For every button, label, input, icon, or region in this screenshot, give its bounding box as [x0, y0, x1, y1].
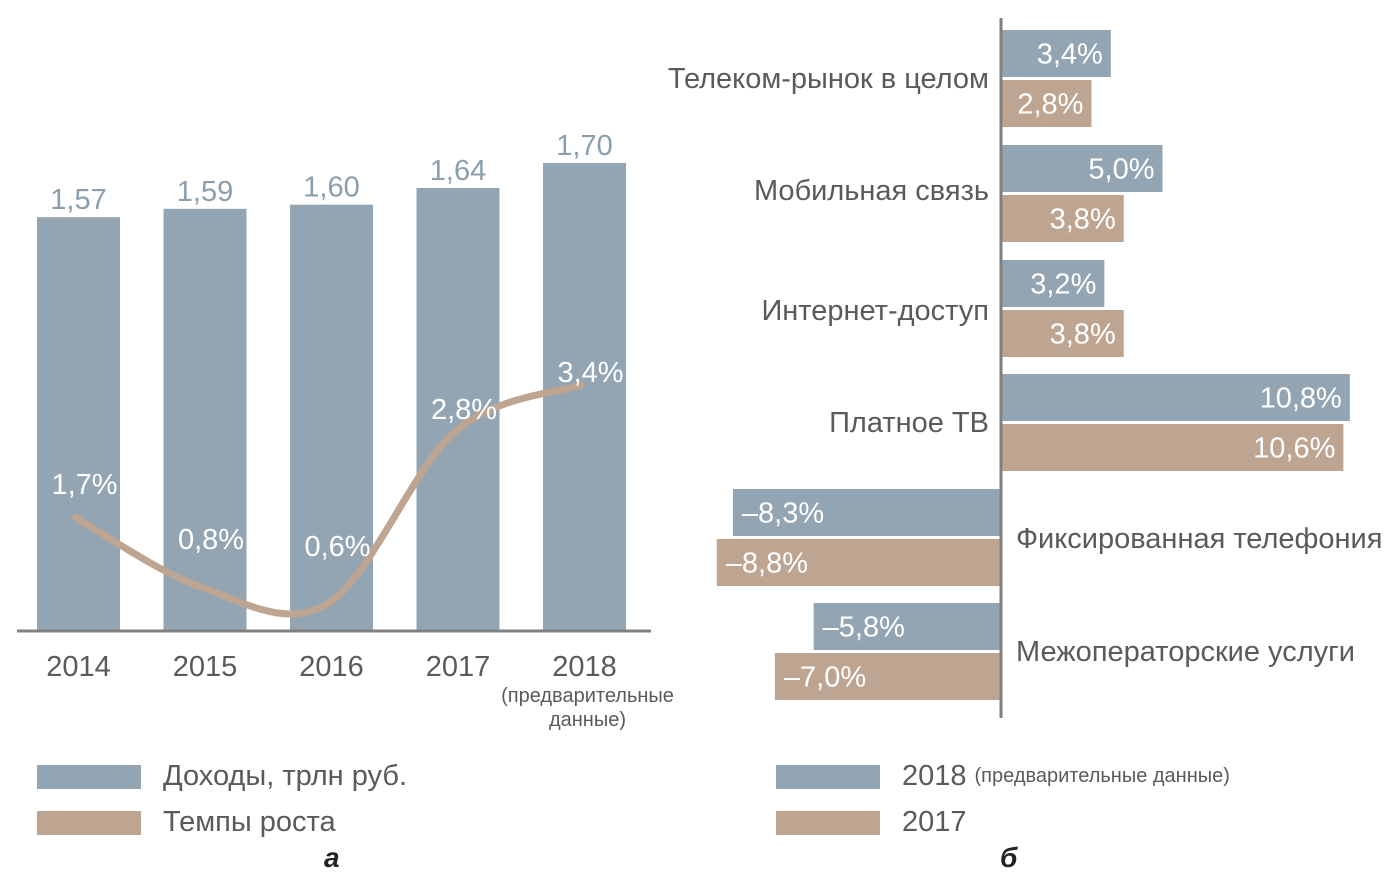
- legend-b-item-2017: 2017: [776, 806, 967, 839]
- growth-value-label: 1,7%: [51, 469, 117, 501]
- category-label: Платное ТВ: [829, 407, 989, 439]
- growth-by-segment-chart: 3,4% 2,8% Телеком-рынок в целом 5,0% 3,8% Моб…: [668, 18, 1382, 718]
- bar-2018: [1001, 30, 1111, 77]
- revenue-value-label: 1,59: [177, 176, 233, 208]
- bar-2017: [774, 653, 1001, 700]
- x-tick-note-line: данные): [549, 709, 626, 731]
- legend-b-item-2018: 2018 (предварительные данные): [776, 760, 1230, 793]
- growth-line: [72, 381, 585, 618]
- bar-label-2018: 3,2%: [1030, 269, 1096, 301]
- growth-value-label: 2,8%: [431, 394, 497, 426]
- bar-label-2017: 3,8%: [1050, 319, 1116, 351]
- x-tick-label: 2018: [552, 651, 617, 683]
- revenue-chart: 1,57 2014 1,59 2015 1,60 2016 1,64 2017 1,70 2018…: [17, 130, 674, 731]
- bar-label-2018: 10,8%: [1260, 383, 1342, 415]
- revenue-value-label: 1,70: [556, 130, 612, 162]
- revenue-bar: [37, 217, 120, 631]
- category-label: Межоператорские услуги: [1016, 636, 1355, 668]
- revenue-value-label: 1,57: [50, 184, 106, 216]
- bar-2018: [1001, 374, 1350, 421]
- legend-note: (предварительные данные): [974, 765, 1230, 787]
- bar-label-2017: –8,8%: [726, 548, 808, 580]
- bar-2018: [1001, 145, 1163, 192]
- revenue-bar: [163, 208, 247, 630]
- legend-label: 2017: [902, 806, 967, 838]
- bar-2018: [732, 489, 1001, 536]
- legend-a-item-revenue: Доходы, трлн руб.: [37, 760, 407, 793]
- x-tick-label: 2016: [299, 651, 364, 683]
- bar-label-2017: 2,8%: [1017, 89, 1083, 121]
- growth-value-label: 0,6%: [304, 531, 370, 563]
- growth-value-label: 0,8%: [178, 524, 244, 556]
- legend-swatch: [37, 810, 141, 835]
- x-tick-note: (предварительные данные): [501, 685, 674, 731]
- x-tick-label: 2015: [173, 651, 238, 683]
- bar-label-2018: –8,3%: [742, 498, 824, 530]
- bar-2017: [716, 539, 1001, 586]
- legend-swatch: [776, 810, 880, 835]
- bar-2017: [1001, 80, 1092, 127]
- revenue-bar: [543, 162, 626, 630]
- revenue-value-label: 1,64: [430, 155, 486, 187]
- bar-label-2017: –7,0%: [784, 662, 866, 694]
- panel-b-letter: б: [1000, 842, 1018, 873]
- legend-swatch: [37, 764, 141, 789]
- bar-label-2018: 5,0%: [1088, 154, 1154, 186]
- bar-label-2017: 3,8%: [1050, 204, 1116, 236]
- bar-label-2017: 10,6%: [1253, 433, 1335, 465]
- legend-a-item-growth: Темпы роста: [37, 806, 336, 839]
- growth-value-label: 3,4%: [557, 357, 623, 389]
- bar-2017: [1001, 310, 1124, 357]
- revenue-value-label: 1,60: [303, 172, 359, 204]
- category-label: Фиксированная телефония: [1016, 523, 1382, 555]
- bar-2018: [813, 603, 1001, 650]
- x-tick-note-line: (предварительные: [501, 685, 674, 707]
- legend-label: Темпы роста: [163, 806, 336, 838]
- bar-label-2018: –5,8%: [823, 612, 905, 644]
- legend-swatch: [776, 764, 880, 789]
- bar-2018: [1001, 260, 1105, 307]
- bar-2017: [1001, 195, 1124, 242]
- category-label: Телеком-рынок в целом: [668, 63, 989, 95]
- legend-label: 2018: [902, 760, 967, 792]
- category-label: Мобильная связь: [754, 175, 989, 207]
- legend-label: Доходы, трлн руб.: [163, 760, 408, 792]
- x-tick-label: 2017: [426, 651, 491, 683]
- bar-2017: [1001, 424, 1344, 471]
- category-label: Интернет-доступ: [761, 295, 989, 327]
- x-tick-label: 2014: [46, 651, 111, 683]
- revenue-bar: [290, 204, 373, 630]
- panel-a-letter: а: [324, 842, 340, 873]
- bar-label-2018: 3,4%: [1037, 39, 1103, 71]
